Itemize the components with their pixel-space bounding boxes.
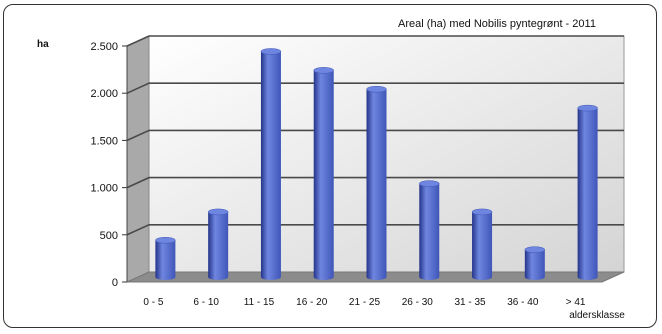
bar-body (155, 240, 176, 280)
bar-top (577, 104, 598, 112)
y-tick-label: 2.500 (90, 41, 118, 53)
bar-top (471, 208, 493, 216)
bar (313, 67, 334, 280)
bar-body (208, 211, 229, 280)
bar-body (260, 51, 281, 280)
x-tick-label: 16 - 20 (296, 297, 328, 308)
bar (207, 208, 229, 280)
x-tick-label: 36 - 40 (507, 297, 539, 308)
x-tick-label: 26 - 30 (402, 297, 434, 308)
bar (419, 180, 440, 280)
gridlines (122, 35, 624, 283)
bar (366, 85, 387, 280)
x-tick-label: 31 - 35 (454, 297, 486, 308)
x-tick-label: 0 - 5 (143, 297, 163, 308)
gridline (126, 35, 624, 47)
bar (155, 236, 176, 280)
bars (155, 48, 598, 280)
bar-body (524, 249, 545, 280)
x-tick-labels: 0 - 5 6 - 10 11 - 15 16 - 20 21 - 25 26 - 30 3… (143, 297, 586, 308)
y-tick-label: 1.500 (90, 135, 118, 147)
bar-top (313, 67, 334, 74)
bar-top (524, 246, 546, 253)
y-tick-label: 0 (112, 277, 118, 289)
bar (260, 48, 282, 280)
gridline (126, 176, 624, 189)
gridline (126, 129, 624, 142)
chart-title: Areal (ha) med Nobilis pyntegrønt - 2011 (398, 18, 596, 30)
x-axis-label: aldersklasse (569, 310, 625, 321)
bar-top (260, 48, 282, 55)
side-wall (126, 35, 150, 283)
x-tick-label: 6 - 10 (193, 297, 219, 308)
bar-body (366, 89, 387, 280)
y-tick-label: 500 (100, 230, 118, 242)
bar-top (366, 85, 387, 93)
x-tick-label: > 41 (566, 297, 586, 308)
x-tick-label: 11 - 15 (244, 297, 275, 308)
bar-top (419, 180, 440, 187)
bar-body (313, 70, 334, 280)
bar-body (472, 211, 493, 280)
bar-body (419, 183, 440, 280)
bar (524, 246, 546, 280)
y-tick-label: 2.000 (90, 88, 118, 100)
bar-top (207, 208, 229, 216)
gridline (126, 224, 624, 236)
gridline (126, 82, 624, 94)
x-tick-label: 21 - 25 (349, 297, 381, 308)
y-tick-labels: 0 500 1.000 1.500 2.000 2.500 (90, 41, 118, 289)
bar (577, 104, 598, 280)
bar-body (577, 108, 598, 280)
y-tick-label: 1.000 (90, 183, 118, 195)
bar (471, 208, 493, 280)
bar-top (155, 236, 176, 244)
y-axis-label: ha (37, 39, 49, 50)
